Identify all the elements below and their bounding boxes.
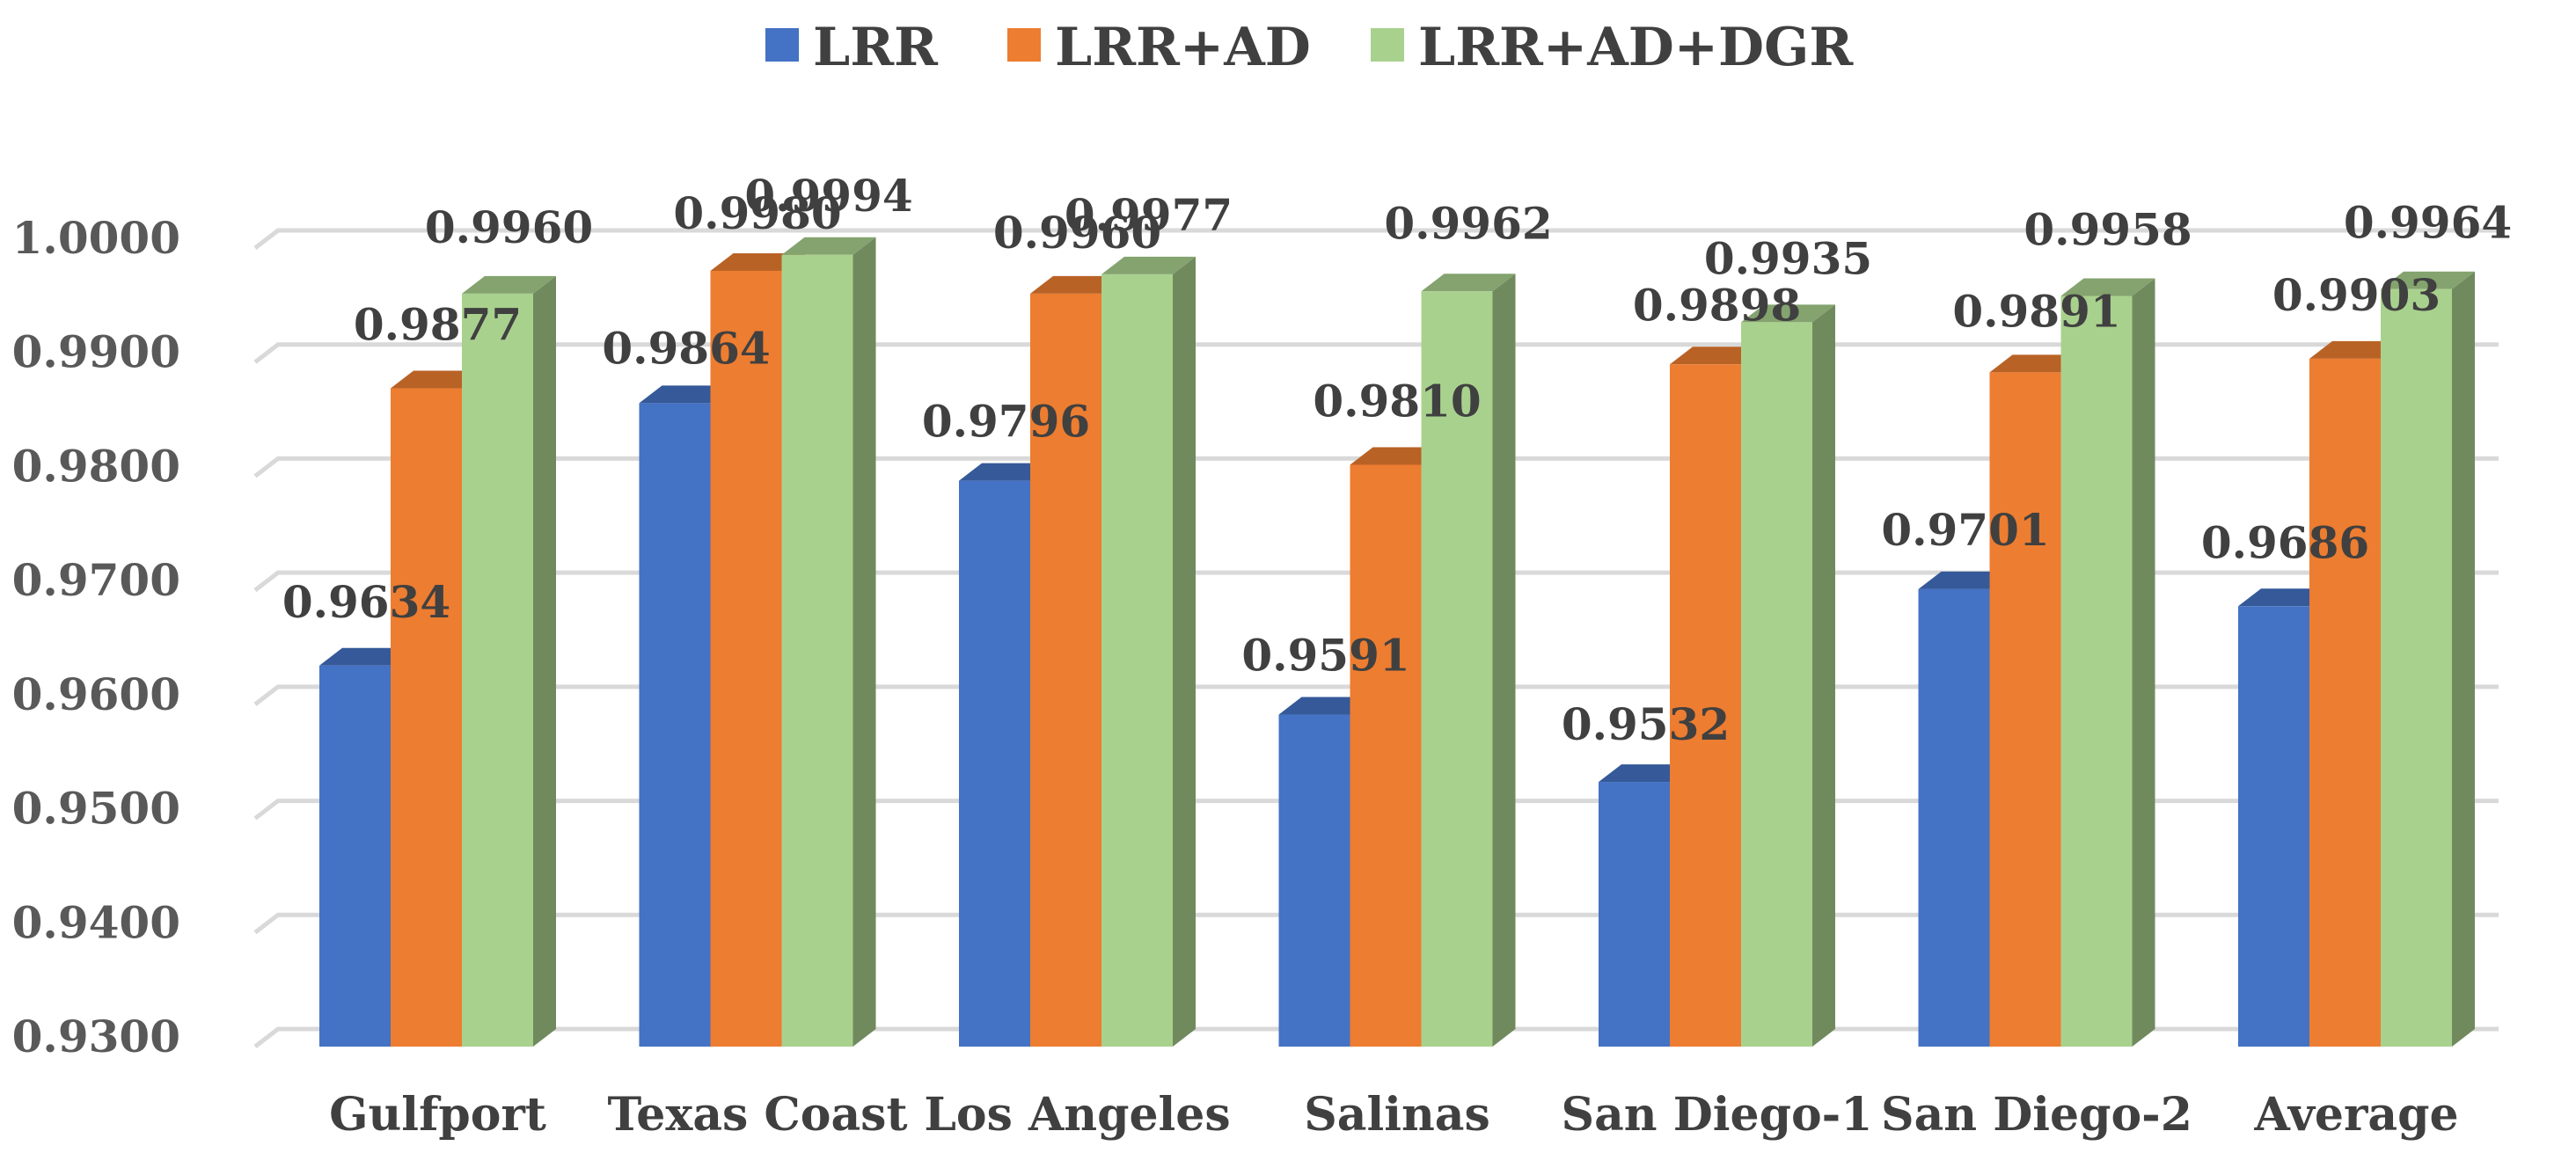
- legend-entry: LRR+AD: [1007, 17, 1311, 78]
- bar-lrr-ad-dgr-average: [2381, 271, 2475, 1047]
- legend-entry: LRR: [765, 17, 939, 78]
- bar-lrr-ad-dgr-san-diego-1: [1741, 304, 1835, 1047]
- data-label: 0.9864: [602, 322, 770, 374]
- y-tick-label: 0.9900: [12, 326, 180, 378]
- x-axis-ticks: Gulfport Texas Coast Los Angeles Salinas San…: [329, 1088, 2458, 1142]
- gridline: [253, 228, 2499, 250]
- data-label: 0.9591: [1241, 630, 1409, 682]
- x-tick-label: Average: [2253, 1088, 2458, 1142]
- data-label: 0.9958: [2023, 203, 2192, 255]
- data-label: 0.9935: [1704, 232, 1872, 284]
- gridline: [253, 342, 2499, 364]
- x-tick-label: San Diego-1: [1562, 1088, 1873, 1142]
- data-label: 0.9960: [993, 207, 1161, 259]
- x-tick-label: San Diego-2: [1881, 1088, 2192, 1142]
- x-tick-label: Salinas: [1304, 1088, 1490, 1142]
- legend-label: LRR+AD+DGR: [1418, 17, 1854, 78]
- data-label: 0.9532: [1562, 698, 1730, 750]
- data-label: 0.9977: [1065, 189, 1233, 241]
- legend-entry: LRR+AD+DGR: [1371, 17, 1854, 78]
- bars: [319, 237, 2475, 1047]
- y-axis-ticks: 0.9300 0.9400 0.9500 0.9600 0.9700 0.9800 0.99…: [12, 212, 180, 1062]
- data-label: 0.9634: [282, 576, 450, 628]
- bar-lrr-ad-dgr-salinas: [1421, 274, 1516, 1047]
- x-tick-label: Texas Coast: [608, 1088, 908, 1142]
- x-tick-label: Gulfport: [329, 1088, 546, 1142]
- data-label: 0.9796: [922, 396, 1090, 448]
- y-tick-label: 0.9800: [12, 440, 180, 492]
- data-label: 0.9980: [673, 187, 841, 239]
- bar-lrr-ad-dgr-texas-coast: [781, 237, 876, 1047]
- data-label: 0.9903: [2272, 269, 2441, 321]
- y-tick-label: 0.9300: [12, 1011, 180, 1062]
- data-label: 0.9701: [1881, 504, 2049, 556]
- data-label: 0.9891: [1952, 285, 2120, 337]
- x-tick-label: Los Angeles: [924, 1088, 1230, 1142]
- data-label: 0.9686: [2201, 516, 2369, 568]
- gridlines: [253, 228, 2499, 1048]
- data-label: 0.9898: [1633, 279, 1801, 331]
- legend-label: LRR+AD: [1055, 17, 1311, 78]
- y-tick-label: 0.9700: [12, 554, 180, 606]
- y-tick-label: 0.9600: [12, 668, 180, 720]
- y-tick-label: 1.0000: [12, 212, 180, 264]
- legend-swatch: [765, 28, 799, 62]
- y-tick-label: 0.9500: [12, 783, 180, 835]
- data-label: 0.9962: [1384, 197, 1552, 249]
- legend-swatch: [1371, 28, 1404, 62]
- data-label: 0.9994: [744, 170, 912, 222]
- y-tick-label: 0.9400: [12, 896, 180, 948]
- legend-label: LRR: [813, 17, 939, 78]
- bar-lrr-ad-dgr-san-diego-2: [2060, 278, 2155, 1047]
- bar-lrr-ad-dgr-gulfport: [462, 275, 556, 1047]
- data-label: 0.9964: [2344, 197, 2512, 249]
- legend-swatch: [1007, 28, 1041, 62]
- legend: LRR LRR+AD LRR+AD+DGR: [765, 17, 1854, 78]
- bar-lrr-ad-dgr-los-angeles: [1101, 256, 1196, 1047]
- data-label: 0.9877: [354, 299, 522, 351]
- data-label: 0.9810: [1313, 375, 1481, 427]
- data-label: 0.9960: [425, 201, 593, 253]
